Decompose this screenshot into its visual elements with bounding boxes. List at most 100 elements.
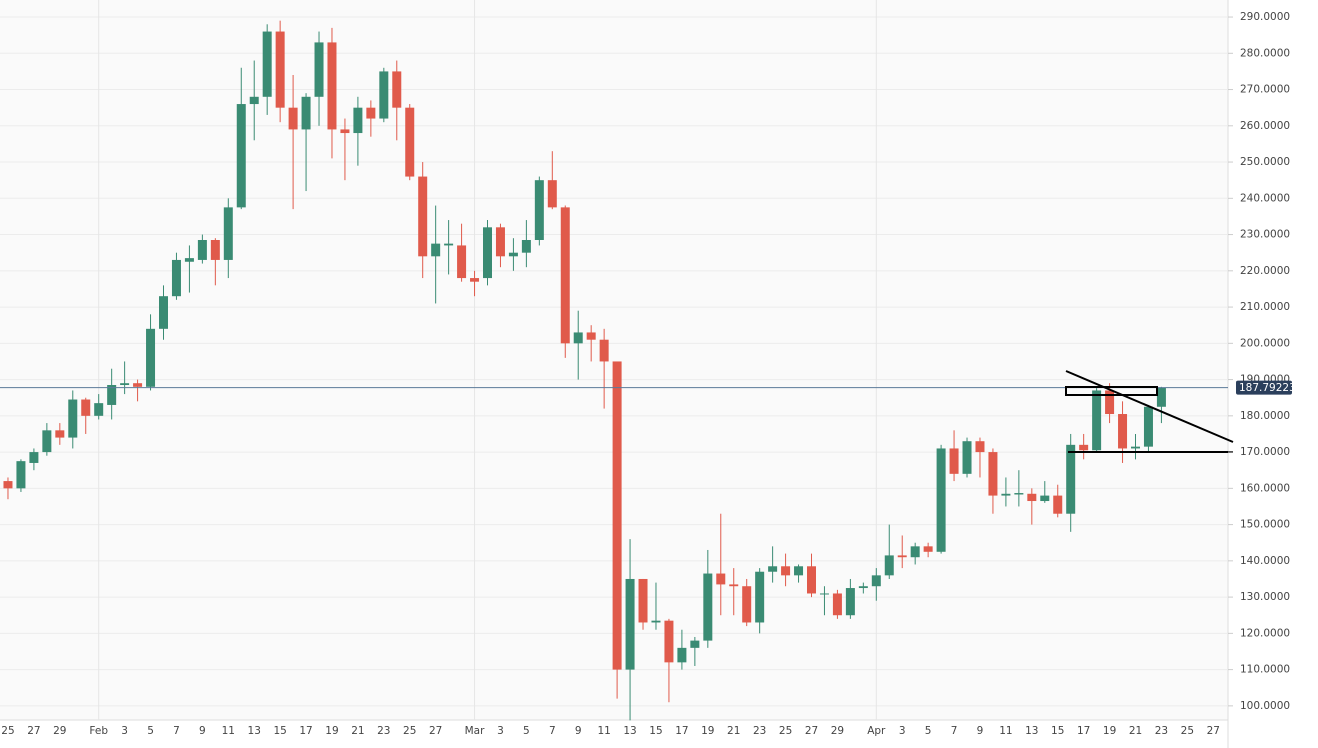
candle-body <box>768 566 778 572</box>
x-tick-label: 3 <box>121 725 128 737</box>
candle-body <box>236 104 246 208</box>
candle-body <box>1118 414 1128 449</box>
candle-body <box>1053 495 1063 514</box>
candle-body <box>327 42 337 130</box>
x-tick-label: 15 <box>1051 725 1064 737</box>
x-tick-label: 21 <box>727 725 740 737</box>
y-tick-label: 240.0000 <box>1240 192 1290 204</box>
candle-body <box>962 441 972 474</box>
x-tick-label: 21 <box>351 725 364 737</box>
candle-body <box>936 448 946 552</box>
x-tick-label: 29 <box>53 725 66 737</box>
candle-body <box>677 647 687 663</box>
candle-body <box>159 296 168 329</box>
x-tick-label: 25 <box>1181 725 1194 737</box>
x-tick-label: 13 <box>1025 725 1038 737</box>
candle-body <box>729 584 739 587</box>
candle-body <box>1079 444 1089 451</box>
y-tick-label: 140.0000 <box>1240 555 1290 567</box>
candle-body <box>1131 446 1140 449</box>
candle-body <box>107 385 117 405</box>
y-tick-label: 170.0000 <box>1240 446 1290 458</box>
candle-body <box>923 546 933 552</box>
candle-body <box>288 107 298 130</box>
candle-body <box>1066 444 1076 514</box>
candle-body <box>832 593 842 616</box>
x-tick-label: 5 <box>523 725 530 737</box>
x-tick-label: 15 <box>273 725 286 737</box>
x-tick-label: 27 <box>805 725 818 737</box>
x-tick-label: 13 <box>248 725 261 737</box>
candle-body <box>612 361 622 670</box>
candle-body <box>340 129 350 134</box>
candle-body <box>171 259 181 297</box>
x-tick-label: 25 <box>779 725 792 737</box>
x-tick-label: 15 <box>649 725 662 737</box>
range-box <box>1065 386 1158 396</box>
candle-body <box>418 176 428 257</box>
candle-body <box>988 452 998 496</box>
candle-body <box>949 448 959 474</box>
candle-body <box>742 586 752 623</box>
candle-body <box>353 107 363 134</box>
candle-body <box>586 332 596 340</box>
candle-body <box>910 546 920 558</box>
candle-body <box>625 578 635 670</box>
candle-body <box>249 96 259 105</box>
candle-body <box>81 399 91 416</box>
candle-body <box>755 571 765 623</box>
candle-body <box>690 640 700 648</box>
x-tick-label: 9 <box>199 725 206 737</box>
x-tick-label: 23 <box>377 725 390 737</box>
trend-line <box>1065 370 1234 443</box>
candle-body <box>1105 390 1115 415</box>
y-tick-label: 210.0000 <box>1240 301 1290 313</box>
candle-body <box>1040 495 1050 502</box>
candle-body <box>457 245 467 279</box>
x-tick-label: 11 <box>999 725 1012 737</box>
x-tick-label: 17 <box>675 725 688 737</box>
candle-body <box>884 555 894 576</box>
candle-body <box>68 399 78 438</box>
candle-body <box>599 339 609 362</box>
candle-body <box>94 403 104 416</box>
candle-body <box>197 240 207 260</box>
candle-body <box>262 31 272 97</box>
candle-body <box>897 555 907 558</box>
candle-body <box>133 383 143 387</box>
x-tick-label: 25 <box>1 725 14 737</box>
candle-body <box>223 207 233 260</box>
x-tick-label: 13 <box>623 725 636 737</box>
y-tick-label: 100.0000 <box>1240 700 1290 712</box>
candle-body <box>871 575 881 587</box>
x-tick-label: 3 <box>497 725 504 737</box>
x-tick-label: 29 <box>831 725 844 737</box>
x-tick-label: 27 <box>27 725 40 737</box>
candle-body <box>210 240 220 260</box>
y-tick-label: 260.0000 <box>1240 120 1290 132</box>
y-tick-label: 180.0000 <box>1240 410 1290 422</box>
candle-body <box>392 71 402 108</box>
y-tick-label: 110.0000 <box>1240 664 1290 676</box>
candle-body <box>495 227 505 257</box>
x-tick-label: 9 <box>575 725 582 737</box>
candle-body <box>651 620 661 623</box>
candle-body <box>379 71 389 119</box>
x-tick-label: 5 <box>925 725 932 737</box>
candle-body <box>55 430 65 438</box>
x-tick-label: 5 <box>147 725 154 737</box>
x-tick-label: 7 <box>549 725 556 737</box>
last-price-tag <box>1236 380 1292 395</box>
x-tick-label: 9 <box>977 725 984 737</box>
candle-body <box>314 42 324 97</box>
candle-body <box>807 566 816 594</box>
y-tick-label: 230.0000 <box>1240 229 1290 241</box>
x-tick-label: Feb <box>89 725 108 737</box>
y-tick-label: 150.0000 <box>1240 519 1290 531</box>
candle-body <box>301 96 311 130</box>
x-tick-label: 27 <box>1207 725 1220 737</box>
x-tick-label: 19 <box>325 725 338 737</box>
candle-body <box>781 566 791 576</box>
y-tick-label: 120.0000 <box>1240 627 1290 639</box>
candle-body <box>275 31 285 108</box>
